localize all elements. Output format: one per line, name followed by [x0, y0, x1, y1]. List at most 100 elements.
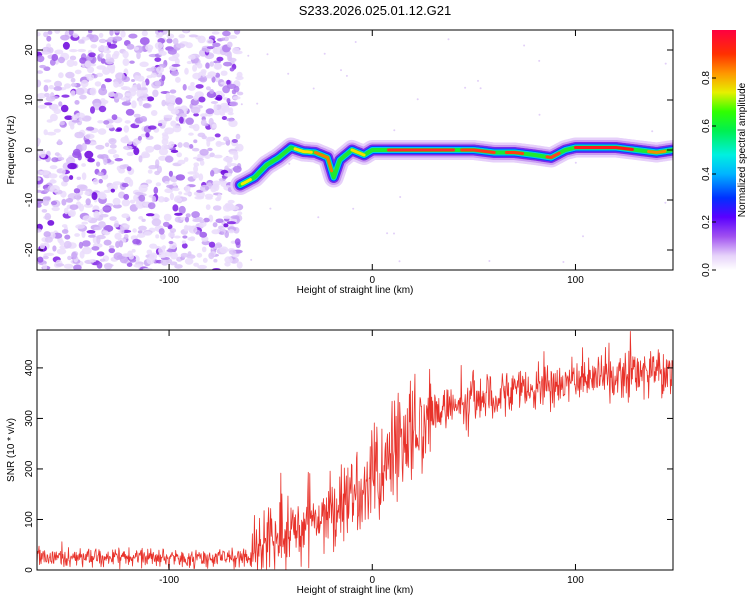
noise-speckle [98, 38, 107, 44]
noise-speckle [89, 259, 97, 263]
noise-speckle [37, 177, 41, 181]
noise-speckle [193, 113, 200, 117]
noise-speckle [195, 84, 204, 89]
noise-speckle [193, 165, 199, 173]
noise-speckle [213, 110, 222, 116]
noise-speckle [76, 184, 87, 190]
noise-speckle [123, 145, 133, 151]
spectrogram-x-label: Height of straight line (km) [297, 285, 414, 296]
noise-speckle [174, 264, 183, 269]
noise-speckle [75, 224, 85, 229]
noise-speckle [136, 233, 146, 238]
noise-speckle [121, 182, 129, 188]
noise-speckle [206, 38, 214, 44]
noise-speckle [223, 61, 232, 67]
noise-speckle [48, 85, 54, 90]
track-peak [545, 151, 561, 160]
noise-speckle [52, 245, 57, 252]
noise-speckle [250, 258, 253, 261]
noise-speckle [51, 53, 59, 62]
noise-speckle [198, 173, 204, 181]
noise-speckle [192, 123, 200, 132]
noise-speckle [53, 86, 63, 91]
noise-speckle [42, 199, 49, 206]
noise-speckle [85, 198, 91, 206]
noise-speckle [138, 225, 147, 231]
noise-speckle [399, 196, 402, 198]
noise-speckle [151, 218, 162, 227]
noise-speckle [232, 47, 240, 54]
noise-speckle [97, 171, 104, 177]
noise-speckle [228, 107, 234, 114]
noise-speckle [103, 120, 110, 125]
track-peak [293, 147, 313, 154]
noise-speckle [67, 211, 75, 217]
noise-speckle [66, 59, 75, 67]
noise-speckle [98, 178, 104, 184]
snr-y-label: SNR (10 * v/v) [6, 418, 17, 482]
noise-speckle [230, 215, 240, 220]
noise-speckle [205, 86, 211, 91]
noise-speckle [122, 224, 130, 228]
noise-speckle [121, 86, 128, 91]
noise-speckle [220, 70, 228, 76]
noise-speckle [39, 243, 46, 250]
noise-speckle [157, 196, 165, 203]
noise-speckle [269, 207, 272, 210]
noise-speckle [88, 30, 93, 34]
noise-speckle [120, 136, 130, 144]
spec-y-tick-label: -20 [24, 242, 35, 257]
noise-speckle [104, 142, 110, 148]
noise-speckle [226, 117, 235, 122]
noise-speckle [235, 133, 241, 140]
noise-speckle [74, 131, 85, 139]
noise-speckle [54, 80, 62, 88]
noise-speckle [96, 161, 101, 167]
noise-speckle [81, 163, 86, 167]
noise-speckle [172, 182, 177, 187]
noise-speckle [232, 96, 241, 100]
snr-y-tick-label: 0 [24, 567, 35, 573]
noise-speckle [189, 236, 196, 242]
noise-speckle [42, 196, 51, 201]
noise-speckle [98, 105, 107, 113]
noise-speckle [71, 251, 78, 260]
noise-speckle [44, 236, 53, 243]
noise-speckle [113, 30, 121, 33]
noise-speckle [179, 113, 187, 118]
noise-speckle [223, 136, 230, 142]
noise-speckle [56, 248, 67, 255]
noise-speckle [67, 255, 72, 261]
noise-speckle [108, 247, 116, 254]
noise-speckle [86, 73, 95, 81]
noise-speckle [78, 39, 85, 44]
noise-speckle [51, 206, 60, 212]
noise-speckle [82, 215, 92, 222]
noise-speckle [204, 193, 214, 199]
noise-speckle [76, 176, 82, 180]
noise-speckle [169, 192, 174, 201]
noise-speckle [61, 229, 69, 234]
noise-speckle [81, 240, 91, 247]
noise-speckle [226, 221, 236, 225]
noise-speckle [69, 55, 77, 61]
noise-speckle [43, 84, 49, 92]
noise-speckle [109, 144, 117, 149]
noise-speckle [97, 128, 107, 135]
noise-speckle [39, 151, 46, 159]
noise-speckle [90, 106, 95, 114]
noise-speckle [196, 252, 203, 258]
noise-speckle [162, 30, 168, 35]
noise-speckle [126, 43, 135, 50]
noise-speckle [61, 180, 68, 187]
noise-speckle [138, 216, 144, 220]
noise-speckle [182, 235, 188, 239]
noise-speckle [162, 221, 170, 227]
noise-speckle [125, 92, 133, 97]
noise-speckle [229, 151, 239, 155]
noise-speckle [199, 219, 205, 224]
noise-speckle-region [37, 30, 667, 270]
noise-speckle [218, 231, 225, 235]
noise-speckle [80, 79, 89, 88]
noise-speckle [146, 96, 155, 102]
